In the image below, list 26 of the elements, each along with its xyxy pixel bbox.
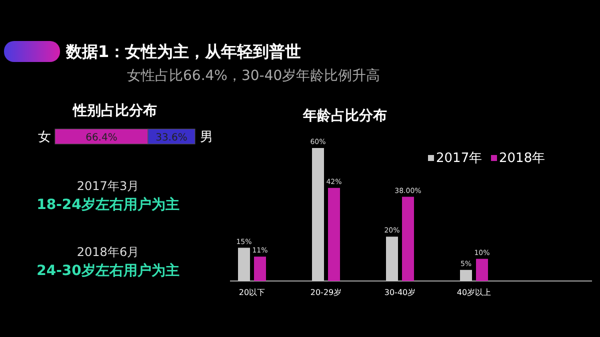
bar: [254, 256, 266, 281]
bar: [312, 148, 324, 281]
data-label: 33.6%: [156, 132, 188, 144]
bar: [402, 196, 414, 281]
text: 2018年6月: [76, 245, 140, 259]
bar: [386, 236, 398, 281]
bar: [328, 188, 340, 281]
series-label: 男: [200, 130, 213, 145]
data-label: 66.4%: [86, 132, 118, 144]
series-label: 女: [38, 130, 51, 145]
text: 2017年3月: [76, 179, 140, 193]
text: 数据1：女性为主，从年轻到普世: [65, 42, 302, 61]
bar: [476, 258, 488, 281]
text: 24-30岁左右用户为主: [36, 262, 180, 279]
x-tick-label: 40岁以上: [456, 288, 492, 297]
legend-label: 2018年: [499, 151, 546, 166]
legend-label: 2017年: [436, 151, 482, 166]
chart-title: 性别占比分布: [72, 103, 157, 119]
chart-title: 年龄占比分布: [302, 108, 387, 124]
bar: [460, 270, 472, 281]
text: 18-24岁左右用户为主: [36, 196, 180, 213]
x-tick-label: 20以下: [238, 288, 266, 297]
x-tick-label: 30-40岁: [384, 288, 416, 297]
x-tick-label: 20-29岁: [310, 288, 342, 297]
text: 女性占比66.4%，30-40岁年龄比例升高: [127, 68, 380, 84]
bar: [238, 248, 250, 281]
